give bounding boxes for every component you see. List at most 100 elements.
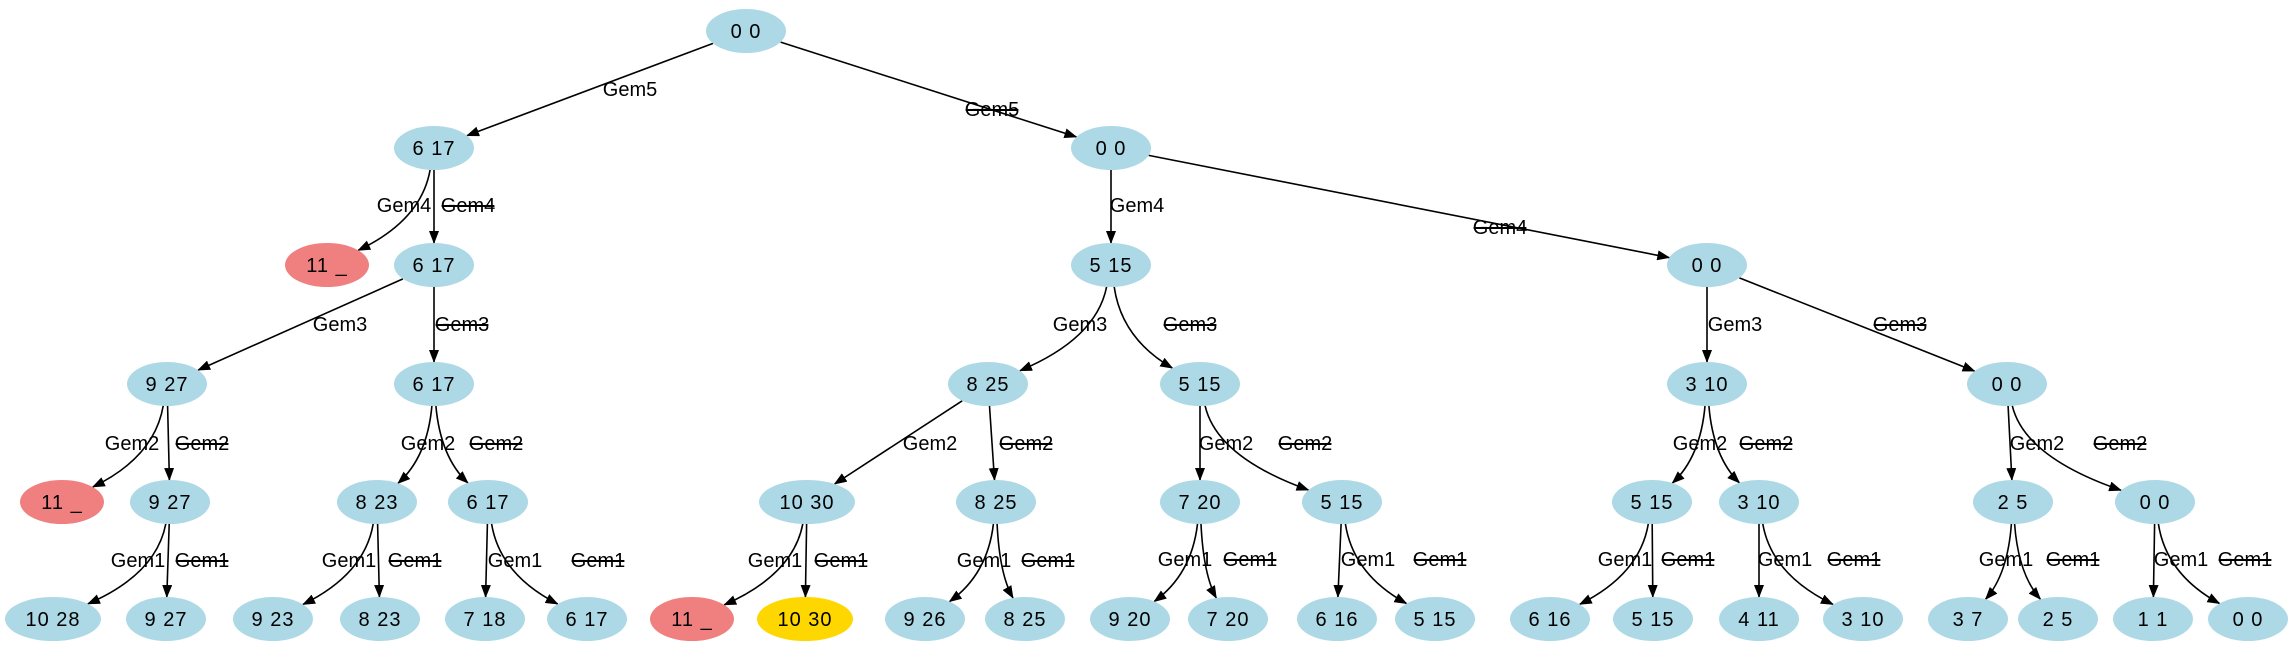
edge-label-gem1: Gem1 xyxy=(111,550,165,572)
node-label: 5 15 xyxy=(1321,492,1364,514)
tree-edge-gem1-take xyxy=(2148,523,2159,598)
node-label: 10 30 xyxy=(779,492,834,514)
tree-edge-gem2-take xyxy=(91,405,164,488)
node-ellipse xyxy=(126,597,206,641)
tree-node-node-8-23: 8 23 xyxy=(337,480,417,524)
tree-edge-gem2-take xyxy=(1671,405,1706,484)
tree-edge-gem2-skip xyxy=(1204,405,1310,491)
node-label: 9 27 xyxy=(149,492,192,514)
tree-edge-gem1-skip xyxy=(1762,523,1834,606)
node-label: 6 17 xyxy=(467,492,510,514)
tree-node-node-5-15: 5 15 xyxy=(1613,597,1693,641)
tree-edge-gem1-take xyxy=(1333,523,1344,598)
node-label: 11 _ xyxy=(671,609,712,631)
tree-edge-gem3-take xyxy=(197,278,404,371)
node-label: 3 10 xyxy=(1738,492,1781,514)
node-ellipse xyxy=(1967,362,2047,406)
node-label: 0 0 xyxy=(1692,255,1723,277)
node-ellipse xyxy=(448,480,528,524)
tree-edge-gem3-skip xyxy=(1739,277,1976,372)
tree-node-node-8-23: 8 23 xyxy=(340,597,420,641)
node-ellipse xyxy=(650,597,734,641)
node-label: 0 0 xyxy=(731,21,762,43)
node-label: 5 15 xyxy=(1179,374,1222,396)
tree-edge-gem1-skip xyxy=(374,523,385,598)
node-ellipse xyxy=(1667,362,1747,406)
edge-label-gem1: Gem1 xyxy=(1158,549,1212,571)
node-label: 8 23 xyxy=(359,609,402,631)
node-ellipse xyxy=(757,597,853,641)
node-ellipse xyxy=(1973,480,2053,524)
tree-node-node-9-20: 9 20 xyxy=(1090,597,1170,641)
node-label: 7 20 xyxy=(1207,609,1250,631)
tree-edge-gem1-take xyxy=(1984,523,2013,600)
node-ellipse xyxy=(1188,597,1268,641)
node-label: 6 17 xyxy=(413,374,456,396)
tree-node-node-0-0: 0 0 xyxy=(1071,126,1151,170)
tree-node-node-5-15: 5 15 xyxy=(1395,597,1475,641)
tree-node-node-7-20: 7 20 xyxy=(1160,480,1240,524)
node-label: 5 15 xyxy=(1631,492,1674,514)
tree-edge-gem1-skip xyxy=(1200,523,1218,599)
node-ellipse xyxy=(885,597,965,641)
tree-edge-gem2-skip xyxy=(164,405,175,481)
node-label: 5 15 xyxy=(1632,609,1675,631)
tree-edge-gem1-skip xyxy=(1647,523,1658,598)
tree-node-node-6-17: 6 17 xyxy=(394,126,474,170)
node-label: 6 16 xyxy=(1316,609,1359,631)
node-label: 5 15 xyxy=(1414,609,1457,631)
tree-node-node-0-0: 0 0 xyxy=(706,9,786,53)
tree-edge-gem2-take xyxy=(397,405,433,484)
node-ellipse xyxy=(1395,597,1475,641)
edge-label-gem2: Gem2 xyxy=(105,433,159,455)
node-label: 7 18 xyxy=(464,609,507,631)
tree-edge-gem3-skip xyxy=(1113,286,1174,369)
tree-edge-gem1-skip xyxy=(162,523,173,598)
tree-edge-gem1-take xyxy=(302,523,374,606)
tree-edge-gem1-skip xyxy=(996,523,1014,599)
edge-label-gem5: Gem5 xyxy=(603,79,657,101)
node-label: 2 5 xyxy=(2043,609,2074,631)
node-ellipse xyxy=(285,243,369,287)
node-ellipse xyxy=(1160,480,1240,524)
tree-edge-gem2-take xyxy=(2006,405,2017,481)
tree-edge-gem5-skip xyxy=(780,41,1078,138)
node-label: 2 5 xyxy=(1998,492,2029,514)
node-ellipse xyxy=(394,126,474,170)
node-label: 9 20 xyxy=(1109,609,1152,631)
edge-label-gem3: Gem3 xyxy=(1053,314,1107,336)
node-ellipse xyxy=(1071,243,1151,287)
edge-label-gem1: Gem1 xyxy=(957,550,1011,572)
tree-edge-gem1-skip xyxy=(800,523,811,598)
tree-node-node-8-25: 8 25 xyxy=(956,480,1036,524)
node-ellipse xyxy=(547,597,627,641)
tree-edge-gem1-take xyxy=(480,523,491,598)
tree-edge-gem1-skip xyxy=(2013,523,2042,600)
node-ellipse xyxy=(1928,597,2008,641)
node-ellipse xyxy=(948,362,1028,406)
tree-node-node-6-17: 6 17 xyxy=(394,243,474,287)
tree-edge-gem5-take xyxy=(466,42,714,137)
edge-label-gem2: Gem2 xyxy=(2010,433,2064,455)
tree-node-node-3-7: 3 7 xyxy=(1928,597,2008,641)
tree-node-pruned-11-_: 11 _ xyxy=(285,243,369,287)
edge-label-gem2: Gem2 xyxy=(1673,433,1727,455)
node-ellipse xyxy=(1823,597,1903,641)
tree-node-node-5-15: 5 15 xyxy=(1071,243,1151,287)
edge-label-gem1: Gem1 xyxy=(1979,549,2033,571)
node-label: 9 23 xyxy=(252,609,295,631)
node-label: 8 25 xyxy=(967,374,1010,396)
tree-node-node-0-0: 0 0 xyxy=(2115,480,2195,524)
node-label: 9 26 xyxy=(904,609,947,631)
tree-node-node-10-30: 10 30 xyxy=(759,480,855,524)
tree-edge-gem1-take xyxy=(1153,523,1199,603)
tree-node-node-5-15: 5 15 xyxy=(1302,480,1382,524)
tree-node-node-2-5: 2 5 xyxy=(1973,480,2053,524)
edge-label-gem1: Gem1 xyxy=(2154,549,2208,571)
tree-node-node-5-15: 5 15 xyxy=(1612,480,1692,524)
node-ellipse xyxy=(445,597,525,641)
node-ellipse xyxy=(985,597,1065,641)
tree-edge-gem2-skip xyxy=(2011,405,2123,492)
node-ellipse xyxy=(20,480,104,524)
tree-node-pruned-11-_: 11 _ xyxy=(650,597,734,641)
